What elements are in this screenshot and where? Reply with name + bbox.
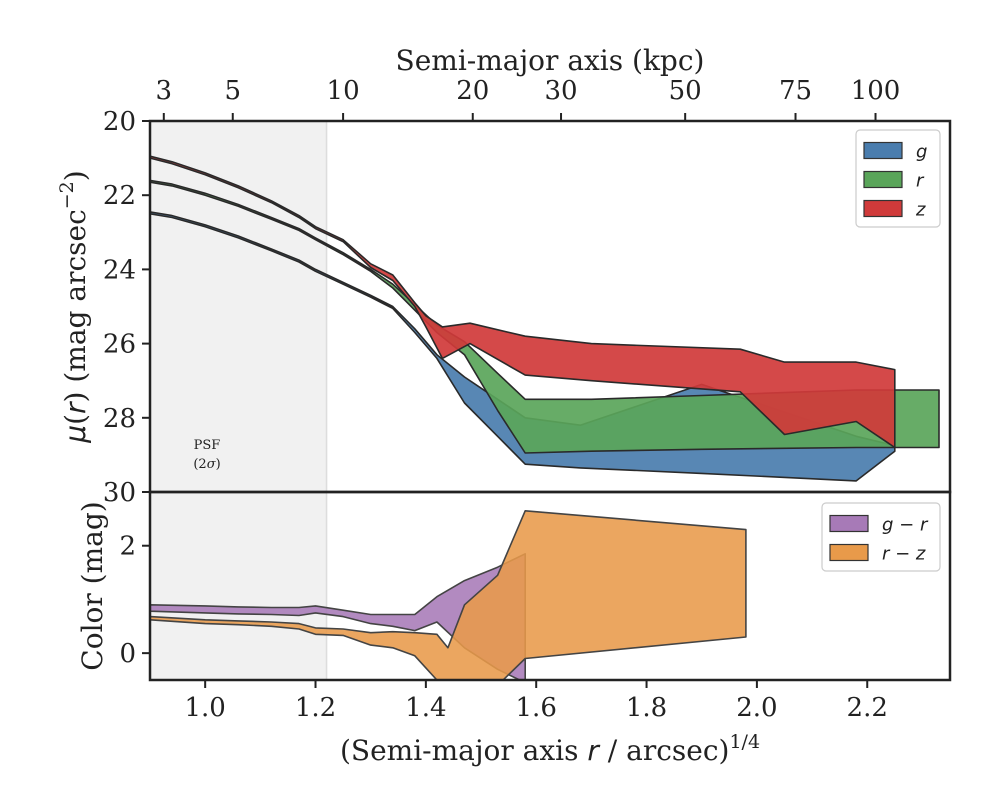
x-tick-label: 1.4 <box>405 693 446 723</box>
x-tick-label: 2.0 <box>736 693 777 723</box>
top-panel-bands <box>150 155 940 482</box>
top-x-tick-label: 20 <box>456 76 489 106</box>
x-tick-label: 1.8 <box>626 693 667 723</box>
top-x-tick-label: 50 <box>669 76 702 106</box>
x-tick-label: 1.6 <box>516 693 557 723</box>
x-axis-title: (Semi-major axis r / arcsec)1/4 <box>340 731 760 767</box>
band-r <box>150 179 940 454</box>
legend-swatch <box>829 543 869 562</box>
y-tick-label: 28 <box>103 404 136 434</box>
legend-swatch <box>829 514 869 533</box>
top-x-tick-label: 5 <box>224 76 241 106</box>
legend-label: z <box>915 200 926 221</box>
legend-label: g − r <box>882 515 929 536</box>
band-rz <box>150 510 747 680</box>
y-tick-label: 26 <box>103 330 136 360</box>
psf-sigma-label: (2σ) <box>193 457 220 472</box>
top-x-tick-label: 100 <box>851 76 901 106</box>
bottom-panel-bands <box>150 510 747 680</box>
x-tick-label: 1.0 <box>184 693 225 723</box>
y-axis-title-bottom: Color (mag) <box>76 501 109 670</box>
top-axis-title: Semi-major axis (kpc) <box>396 44 705 77</box>
band-z <box>150 155 896 449</box>
x-tick-label: 1.2 <box>295 693 336 723</box>
y-tick-label: 22 <box>103 181 136 211</box>
legend-label: g <box>916 142 927 163</box>
x-tick-label: 2.2 <box>847 693 888 723</box>
top-x-tick-label: 75 <box>779 76 812 106</box>
legend-swatch <box>863 170 903 189</box>
bottom-panel-frame <box>148 490 952 682</box>
band-gr <box>150 553 526 680</box>
y-axis-title-top: μ(r) (mag arcsec−2) <box>56 170 92 443</box>
top-x-tick-label: 10 <box>327 76 360 106</box>
y-tick-label: 2 <box>119 532 136 562</box>
psf-label: PSF <box>194 438 221 453</box>
y-tick-label: 30 <box>103 478 136 508</box>
legend-swatch <box>863 199 903 218</box>
legend-swatch <box>863 141 903 160</box>
top-x-tick-label: 3 <box>156 76 173 106</box>
top-x-tick-label: 30 <box>544 76 577 106</box>
y-tick-label: 20 <box>103 107 136 137</box>
y-tick-label: 0 <box>119 639 136 669</box>
legend-label: r − z <box>882 544 926 565</box>
legend-label: r <box>916 171 925 192</box>
y-tick-label: 24 <box>103 255 136 285</box>
